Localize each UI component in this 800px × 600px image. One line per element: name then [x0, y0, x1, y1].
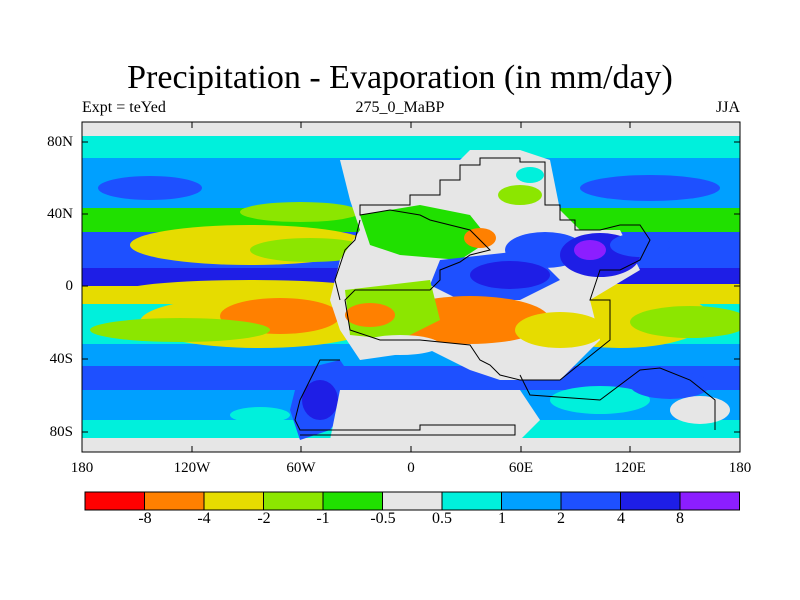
period-label: 275_0_MaBP	[355, 99, 445, 116]
colorbar-swatch	[620, 491, 681, 511]
lat-label-40n: 40N	[47, 206, 73, 222]
colorbar-swatch	[501, 491, 562, 511]
colorbar-label: 0.5	[432, 510, 452, 527]
lon-label-180-right: 180	[728, 460, 752, 476]
lat-label-80n: 80N	[47, 134, 73, 150]
colorbar-swatch	[679, 491, 740, 511]
colorbar-swatch	[382, 491, 443, 511]
season-label: JJA	[715, 99, 740, 116]
colorbar-swatch	[84, 491, 145, 511]
colorbar-swatch	[203, 491, 264, 511]
axis-ticks	[82, 122, 740, 452]
colorbar-label: -8	[138, 510, 152, 527]
colorbar-label: 8	[676, 510, 684, 527]
colorbar-swatch	[560, 491, 621, 511]
colorbar-label: -4	[197, 510, 211, 527]
colorbar-swatch	[144, 491, 205, 511]
lat-label-40s: 40S	[49, 351, 73, 367]
coastline	[294, 157, 716, 436]
lon-label-180-left: 180	[70, 460, 94, 476]
lat-label-80s: 80S	[49, 424, 73, 440]
colorbar-label: 2	[557, 510, 565, 527]
lon-label-120w: 120W	[173, 460, 211, 476]
colorbar-label: -1	[316, 510, 330, 527]
colorbar	[84, 491, 740, 511]
lon-label-60w: 60W	[286, 460, 316, 476]
colorbar-label: -2	[257, 510, 271, 527]
plot-title: Precipitation - Evaporation (in mm/day)	[127, 59, 673, 96]
lon-label-60e: 60E	[508, 460, 534, 476]
colorbar-label: -0.5	[370, 510, 396, 527]
colorbar-swatch	[441, 491, 502, 511]
lon-label-120e: 120E	[614, 460, 646, 476]
colorbar-label: 4	[617, 510, 625, 527]
precip-evap-field	[82, 122, 740, 452]
experiment-label: Expt = teYed	[82, 99, 166, 116]
colorbar-swatch	[263, 491, 324, 511]
lat-label-0: 0	[65, 278, 74, 294]
colorbar-swatch	[322, 491, 383, 511]
colorbar-label: 1	[498, 510, 506, 527]
lon-label-0: 0	[407, 460, 415, 476]
